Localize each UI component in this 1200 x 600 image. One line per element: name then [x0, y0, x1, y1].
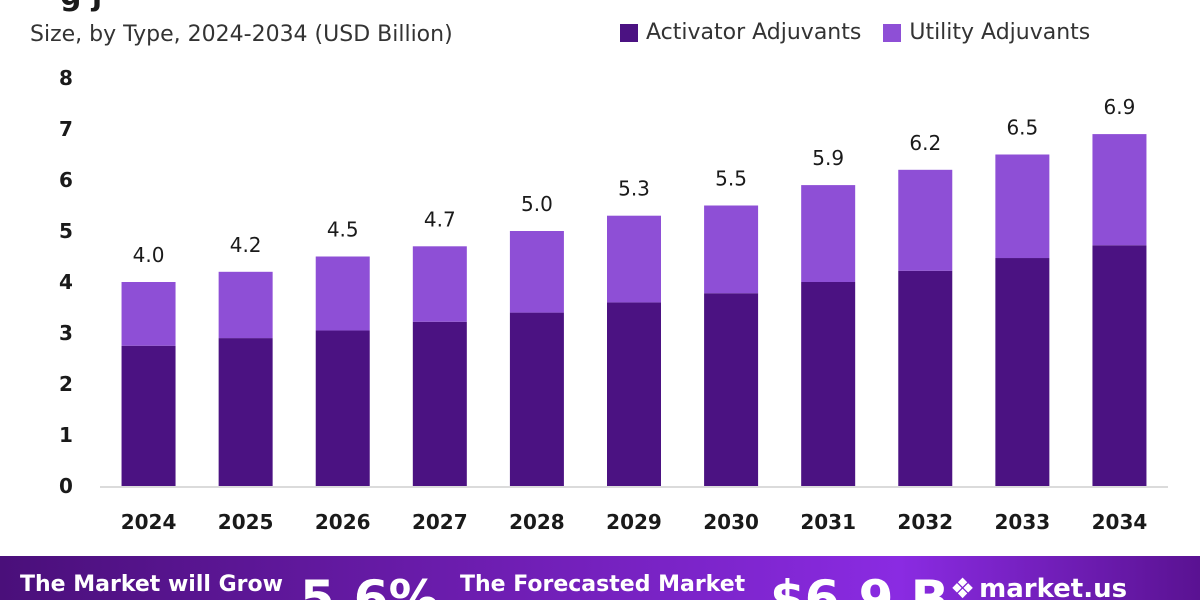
x-tick-label: 2033	[995, 510, 1051, 534]
y-tick-label: 2	[59, 372, 73, 396]
market-us-logo: ❖ market.us	[950, 572, 1127, 600]
bar-activator	[509, 312, 564, 486]
bar-total-label: 6.5	[1006, 116, 1038, 140]
bar-total-label: 4.2	[230, 233, 262, 257]
x-tick-label: 2027	[412, 510, 468, 534]
x-tick-label: 2032	[897, 510, 953, 534]
legend-swatch-activator	[620, 23, 638, 42]
bar-total-label: 6.9	[1104, 95, 1136, 119]
chart-title-fragment: g j	[60, 0, 102, 13]
logo-mark-icon: ❖	[950, 572, 976, 600]
bar-utility	[607, 215, 661, 303]
bar-utility	[509, 231, 564, 313]
y-tick-label: 5	[59, 219, 73, 243]
bar-utility	[218, 271, 273, 339]
bar-activator	[412, 321, 467, 486]
y-tick-label: 0	[59, 474, 73, 498]
footer-growth-value: 5.6%	[300, 570, 439, 600]
x-tick-label: 2025	[218, 510, 274, 534]
bar-activator	[995, 258, 1050, 486]
footer-growth-label: The Market will Grow	[20, 572, 283, 597]
bar-utility	[995, 154, 1050, 259]
bar-activator	[121, 345, 176, 486]
bar-utility	[121, 282, 176, 346]
bar-activator	[218, 338, 273, 486]
y-tick-label: 7	[59, 117, 73, 141]
bar-activator	[801, 282, 856, 486]
bar-utility	[1092, 134, 1147, 246]
x-tick-label: 2030	[703, 510, 759, 534]
bar-activator	[315, 330, 370, 486]
x-tick-label: 2034	[1092, 510, 1148, 534]
chart-subtitle: Size, by Type, 2024-2034 (USD Billion)	[30, 22, 453, 47]
legend-swatch-utility	[883, 23, 902, 42]
bar-total-label: 6.2	[909, 131, 941, 155]
stacked-bar-chart: 0 1 2 3 4 5 6 7 8 4.0 2024 4.2 2025 4.5 2026 4.7 2027 5.0…	[59, 66, 1168, 534]
x-tick-label: 2028	[509, 510, 565, 534]
y-tick-label: 1	[59, 423, 73, 447]
chart-legend: Activator Adjuvants Utility Adjuvants	[620, 20, 1090, 45]
footer-banner: The Market will Grow 5.6% The Forecasted…	[0, 556, 1200, 600]
legend-label-activator: Activator Adjuvants	[646, 20, 862, 45]
legend-label-utility: Utility Adjuvants	[909, 20, 1091, 45]
y-tick-label: 3	[59, 321, 73, 345]
footer-forecast-value: $6.9 B	[770, 570, 949, 600]
bar-total-label: 4.0	[133, 243, 165, 267]
bar-activator	[607, 302, 661, 486]
bar-activator	[704, 293, 759, 486]
bar-total-label: 5.9	[812, 146, 844, 170]
y-tick-label: 6	[59, 168, 73, 192]
bar-total-label: 5.3	[618, 177, 650, 201]
x-tick-label: 2031	[800, 510, 856, 534]
bar-utility	[898, 169, 953, 271]
bar-total-label: 4.5	[327, 218, 359, 242]
x-tick-label: 2026	[315, 510, 371, 534]
bar-total-label: 5.0	[521, 192, 553, 216]
bar-utility	[412, 246, 467, 322]
bar-utility	[315, 256, 370, 331]
x-tick-label: 2024	[121, 510, 177, 534]
footer-forecast-label: The Forecasted Market	[460, 572, 746, 597]
bar-activator	[1092, 245, 1147, 486]
bar-utility	[704, 205, 759, 294]
logo-text: market.us	[979, 573, 1128, 600]
legend-item-utility: Utility Adjuvants	[883, 20, 1090, 45]
x-tick-label: 2029	[606, 510, 662, 534]
bar-total-label: 4.7	[424, 207, 456, 231]
bar-activator	[898, 270, 953, 486]
legend-item-activator: Activator Adjuvants	[620, 20, 861, 45]
bar-utility	[801, 185, 856, 282]
bar-total-label: 5.5	[715, 167, 747, 191]
y-tick-label: 4	[59, 270, 73, 294]
y-tick-label: 8	[59, 66, 73, 90]
